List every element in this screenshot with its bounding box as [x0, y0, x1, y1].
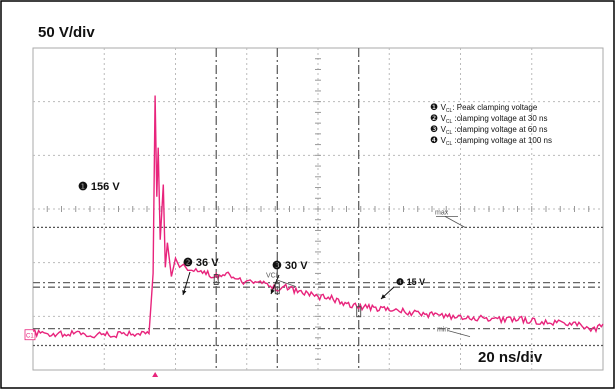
legend-entry-4: ❹ VCL :clamping voltage at 100 ns [430, 135, 552, 147]
vcl-tag-leader [275, 279, 297, 287]
point-value: 36 V [196, 257, 219, 269]
legend-entry-1: ❶ VCL: Peak clamping voltage [430, 102, 538, 114]
cursor-marker-3 [274, 283, 280, 295]
channel-marker-box [24, 329, 36, 341]
grid [33, 48, 603, 370]
legend-symbol: V [441, 136, 447, 145]
legend-subscript: CL [446, 141, 453, 147]
max-tag: max [435, 209, 449, 216]
cursor-marker-4 [356, 306, 362, 318]
trigger-marker [152, 372, 159, 377]
legend-subscript: CL [446, 108, 453, 114]
point-arrowhead-3 [270, 289, 275, 294]
legend-entry-3: ❸ VCL :clamping voltage at 60 ns [430, 124, 548, 136]
vcl-tag: VCL [266, 273, 280, 280]
point-label-4: ❹ 15 V [396, 277, 425, 287]
max-tag-leader [444, 216, 466, 228]
legend-marker: ❷ [430, 113, 441, 123]
point-marker: ❶ [78, 181, 91, 193]
waveform-trace [32, 95, 604, 339]
channel-marker-label: C1 [26, 334, 34, 340]
point-label-3: ❸ 30 V [272, 260, 308, 272]
cursor-marker-2 [213, 274, 219, 285]
legend-text: :clamping voltage at 100 ns [452, 136, 552, 145]
point-marker: ❹ [396, 277, 407, 287]
vertical-scale-label: 50 V/div [38, 24, 95, 41]
point-value: 156 V [91, 181, 120, 193]
legend-symbol: V [441, 125, 447, 134]
legend-marker: ❶ [430, 102, 441, 112]
min-tag: min [437, 327, 448, 334]
point-arrowhead-2 [182, 290, 187, 295]
point-value: 30 V [285, 260, 308, 272]
annotations: ❶ 156 V ❷ 36 V ❸ 30 V ❹ 15 V [78, 181, 425, 318]
horizontal-scale-label: 20 ns/div [478, 349, 543, 366]
min-tag-leader [447, 330, 471, 337]
legend-text: :clamping voltage at 60 ns [452, 125, 547, 134]
legend-marker: ❸ [430, 124, 441, 134]
legend-subscript: CL [446, 119, 453, 125]
legend-text: : Peak clamping voltage [452, 103, 537, 112]
legend-symbol: V [441, 103, 447, 112]
legend-symbol: V [441, 114, 447, 123]
legend-marker: ❹ [430, 135, 441, 145]
legend-entry-2: ❷ VCL :clamping voltage at 30 ns [430, 113, 548, 125]
point-marker: ❸ [272, 260, 285, 272]
point-marker: ❷ [183, 257, 196, 269]
legend-text: :clamping voltage at 30 ns [452, 114, 547, 123]
point-label-2: ❷ 36 V [183, 257, 219, 269]
point-arrowhead-4 [381, 294, 386, 299]
point-value: 15 V [407, 277, 426, 287]
point-label-1: ❶ 156 V [78, 181, 120, 193]
legend-subscript: CL [446, 130, 453, 136]
